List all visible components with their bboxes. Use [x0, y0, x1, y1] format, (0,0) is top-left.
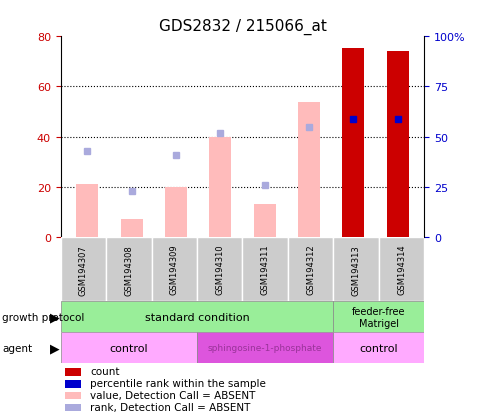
Text: value, Detection Call = ABSENT: value, Detection Call = ABSENT — [90, 390, 255, 400]
Text: GSM194309: GSM194309 — [169, 244, 179, 295]
Text: standard condition: standard condition — [144, 312, 249, 322]
Bar — [106, 237, 151, 301]
Bar — [297, 102, 319, 237]
Text: sphingosine-1-phosphate: sphingosine-1-phosphate — [208, 344, 322, 352]
Bar — [333, 237, 378, 301]
Text: agent: agent — [2, 343, 32, 353]
Text: GSM194310: GSM194310 — [215, 244, 224, 295]
Title: GDS2832 / 215066_at: GDS2832 / 215066_at — [158, 18, 326, 34]
Text: feeder-free
Matrigel: feeder-free Matrigel — [351, 306, 405, 328]
Bar — [333, 301, 424, 332]
Text: GSM194312: GSM194312 — [305, 244, 315, 295]
Bar — [242, 237, 287, 301]
Bar — [287, 237, 333, 301]
Text: control: control — [109, 343, 148, 353]
Text: ▶: ▶ — [49, 311, 59, 323]
Bar — [209, 137, 231, 237]
Bar — [120, 220, 142, 237]
Bar — [151, 237, 197, 301]
Text: rank, Detection Call = ABSENT: rank, Detection Call = ABSENT — [90, 402, 250, 412]
Bar — [197, 237, 242, 301]
Bar — [65, 380, 81, 387]
Text: GSM194314: GSM194314 — [396, 244, 405, 295]
Text: percentile rank within the sample: percentile rank within the sample — [90, 378, 266, 388]
Bar — [378, 237, 424, 301]
Bar — [60, 332, 197, 363]
Text: GSM194311: GSM194311 — [260, 244, 269, 295]
Bar — [60, 301, 333, 332]
Bar — [342, 48, 364, 237]
Bar — [386, 52, 408, 237]
Bar — [165, 188, 187, 237]
Bar — [65, 368, 81, 376]
Bar — [76, 185, 98, 237]
Bar — [60, 237, 106, 301]
Bar — [65, 392, 81, 399]
Bar — [65, 404, 81, 411]
Text: control: control — [359, 343, 397, 353]
Bar — [333, 332, 424, 363]
Text: GSM194313: GSM194313 — [351, 244, 360, 295]
Text: ▶: ▶ — [49, 342, 59, 354]
Text: GSM194308: GSM194308 — [124, 244, 133, 295]
Bar — [197, 332, 333, 363]
Text: growth protocol: growth protocol — [2, 312, 85, 322]
Bar — [253, 205, 275, 237]
Text: GSM194307: GSM194307 — [79, 244, 88, 295]
Text: count: count — [90, 366, 120, 376]
